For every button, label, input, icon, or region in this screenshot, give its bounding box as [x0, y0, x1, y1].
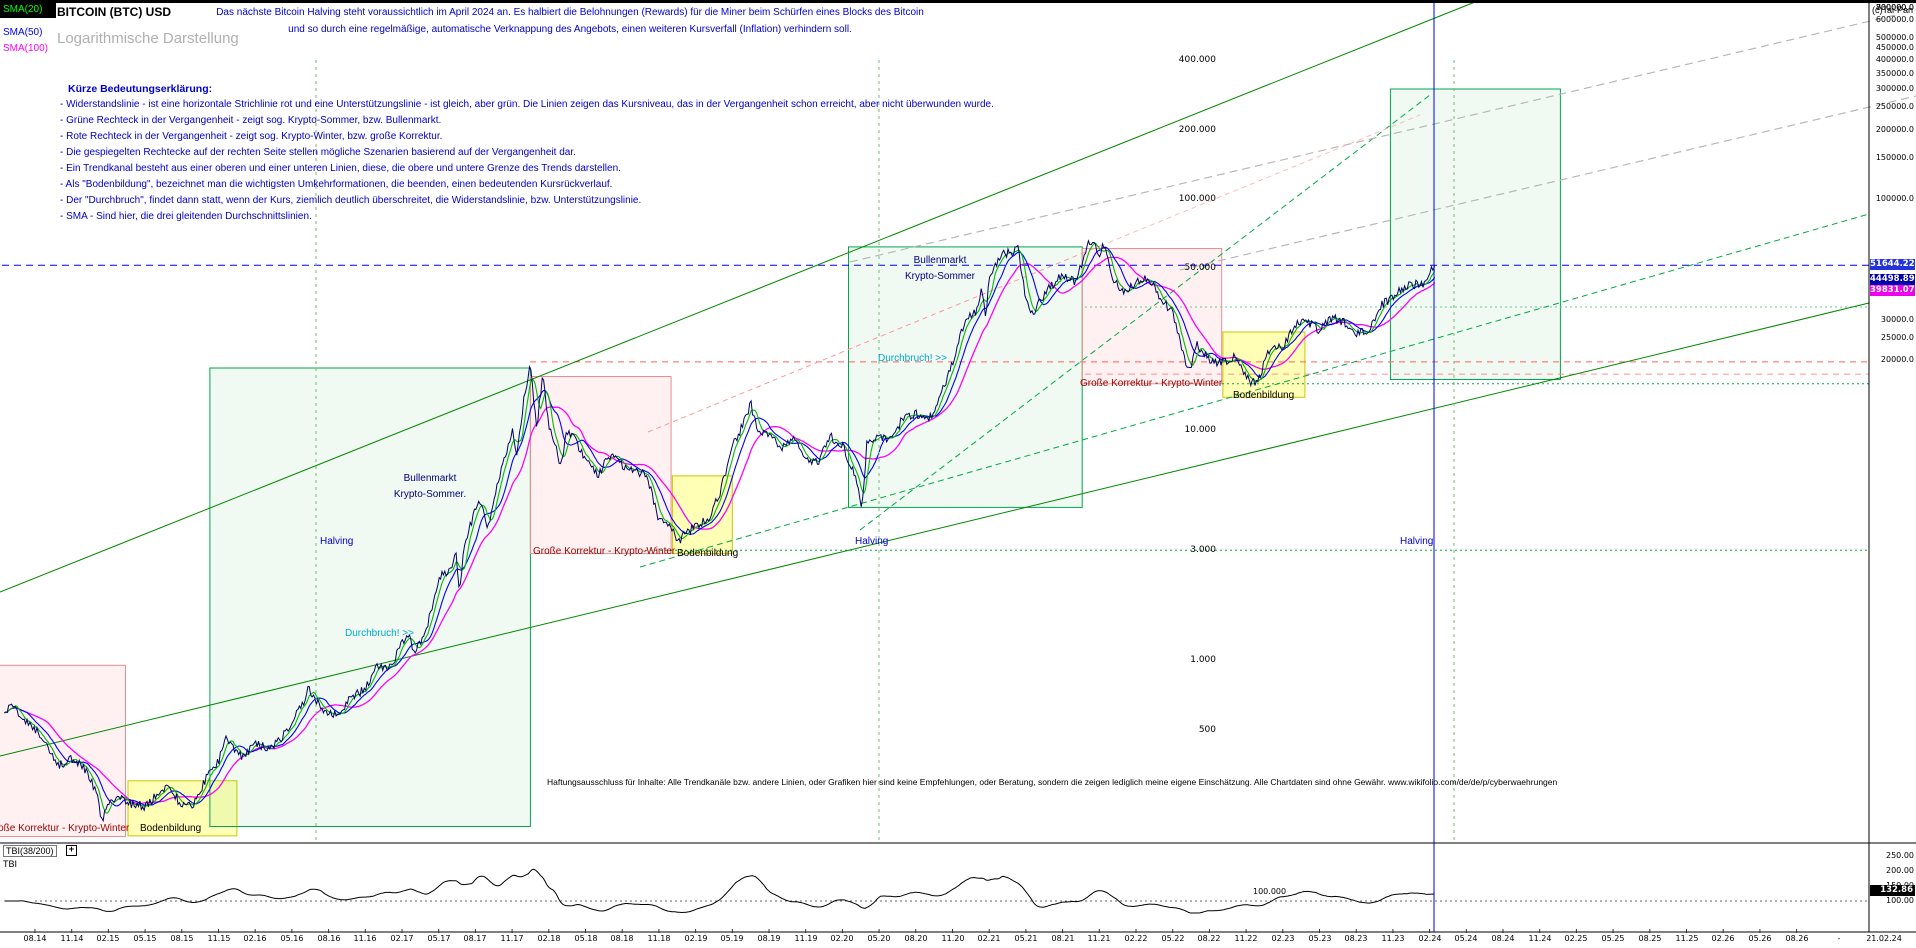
legend-line: - SMA - Sind hier, die drei gleitenden D…	[60, 211, 312, 222]
trend-line	[1099, 114, 1421, 247]
region-rect-winter	[1081, 248, 1223, 385]
legend-line: - Widerstandslinie - ist eine horizontal…	[60, 99, 994, 110]
sma20-line	[4, 242, 1436, 814]
tbi-indicator-label[interactable]: TBI(38/200)	[3, 845, 57, 857]
chart-title: BITCOIN (BTC) USD	[57, 5, 171, 19]
tbi-line	[4, 868, 1435, 914]
trend-line	[1179, 95, 1916, 271]
sma100-legend: SMA(100)	[3, 43, 48, 54]
legend-heading: Kürze Bedeutungserklärung:	[68, 83, 213, 95]
region-rect-base	[671, 475, 733, 555]
region-rect-winter	[0, 664, 126, 837]
legend-box: - Widerstandslinie - ist eine horizontal…	[60, 99, 994, 227]
legend-line: - Grüne Rechteck in der Vergangenheit - …	[60, 115, 442, 126]
top-border	[0, 0, 1916, 3]
region-rect-bull	[848, 246, 1083, 508]
chart-subtitle: Logarithmische Darstellung	[57, 30, 239, 47]
legend-line: - Ein Trendkanal besteht aus einer obere…	[60, 163, 621, 174]
sma50-legend: SMA(50)	[3, 27, 42, 38]
trend-line	[639, 213, 1870, 568]
copyright-label: (c)Tai-Pan	[1871, 5, 1913, 15]
legend-line: - Als "Bodenbildung", bezeichnet man die…	[60, 179, 613, 190]
sma100-line	[4, 256, 1436, 805]
sma20-legend: SMA(20)	[0, 0, 56, 18]
legend-line: - Die gespiegelten Rechtecke auf der rec…	[60, 147, 576, 158]
legend-line: - Der "Durchbruch", findet dann statt, w…	[60, 195, 642, 206]
tbi-expand-icon[interactable]: +	[66, 845, 77, 856]
tbi-short-label: TBI	[3, 859, 18, 869]
trend-line	[0, 302, 1870, 757]
trend-line	[849, 13, 1901, 263]
halving-note-line2: und so durch eine regelmäßige, automatis…	[288, 24, 852, 35]
region-rect-bull	[1389, 88, 1561, 380]
disclaimer-text: Haftungsausschluss für Inhalte: Alle Tre…	[547, 777, 1558, 787]
trend-line	[0, 1, 1476, 593]
tbi-level-label: 100.000	[1253, 887, 1287, 896]
legend-line: - Rote Rechteck in der Vergangenheit - z…	[60, 131, 443, 142]
trend-line	[647, 245, 1101, 433]
sma20-legend-label: SMA(20)	[3, 4, 43, 15]
sma100-legend-label: SMA(100)	[3, 43, 49, 54]
halving-note-line1: Das nächste Bitcoin Halving steht voraus…	[216, 7, 924, 18]
sma50-legend-label: SMA(50)	[3, 27, 43, 38]
region-rect-bull	[209, 367, 531, 827]
price-line	[4, 239, 1435, 823]
